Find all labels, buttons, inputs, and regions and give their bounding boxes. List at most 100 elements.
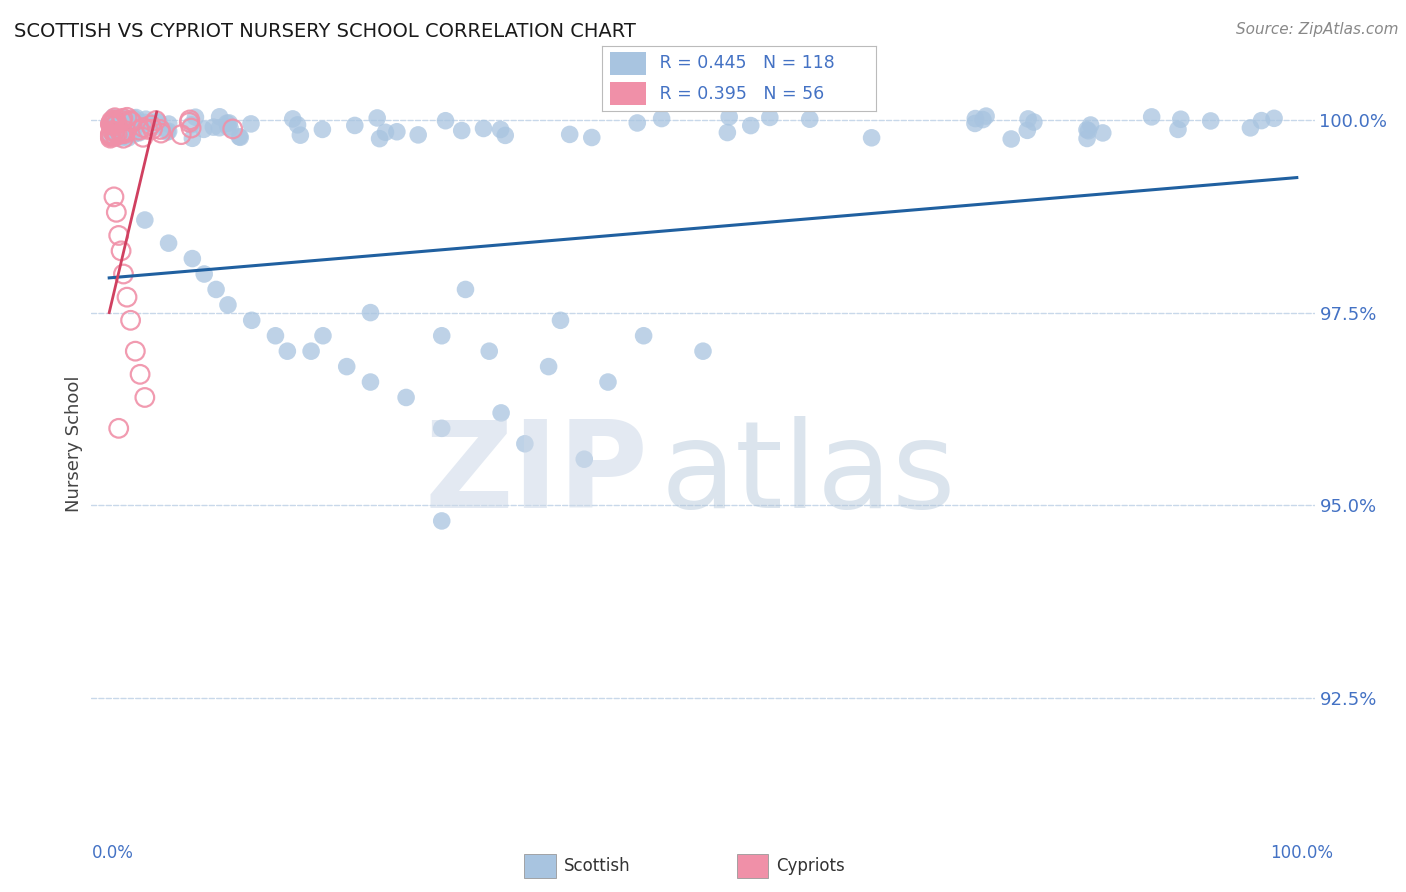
Point	[1250, 113, 1272, 128]
Point	[100, 114, 122, 128]
Point	[101, 123, 124, 137]
Text: SCOTTISH VS CYPRIOT NURSERY SCHOOL CORRELATION CHART: SCOTTISH VS CYPRIOT NURSERY SCHOOL CORRE…	[14, 22, 636, 41]
Point	[111, 125, 134, 139]
Bar	[610, 52, 645, 75]
Point	[110, 111, 132, 125]
Point	[100, 127, 122, 141]
Point	[179, 112, 201, 127]
Point	[472, 121, 495, 136]
Point	[100, 118, 122, 132]
Point	[101, 117, 124, 131]
Point	[217, 298, 239, 312]
Point	[112, 129, 135, 144]
Point	[120, 313, 142, 327]
Point	[290, 128, 312, 143]
Point	[101, 115, 124, 129]
Point	[385, 125, 408, 139]
Point	[287, 118, 309, 132]
Point	[170, 128, 193, 142]
Point	[184, 110, 207, 124]
Point	[101, 112, 124, 127]
Point	[145, 114, 167, 128]
Point	[312, 328, 335, 343]
Point	[100, 130, 122, 145]
Text: 100.0%: 100.0%	[1270, 844, 1333, 862]
Point	[218, 116, 240, 130]
Point	[136, 122, 159, 136]
Text: 0.0%: 0.0%	[91, 844, 134, 862]
Point	[281, 112, 304, 126]
Point	[145, 113, 167, 128]
Point	[1080, 118, 1102, 132]
Bar	[737, 855, 768, 878]
Point	[1017, 123, 1039, 137]
Point	[157, 236, 180, 251]
Point	[1199, 114, 1222, 128]
Point	[513, 437, 536, 451]
Point	[1167, 122, 1189, 136]
Point	[574, 452, 596, 467]
Point	[716, 126, 738, 140]
Point	[219, 121, 242, 136]
Point	[111, 112, 134, 126]
Point	[215, 116, 238, 130]
Point	[100, 118, 122, 132]
Point	[450, 123, 472, 137]
Point	[1000, 132, 1022, 146]
Point	[1091, 126, 1114, 140]
Point	[692, 344, 714, 359]
Point	[359, 305, 381, 319]
Text: Scottish: Scottish	[564, 857, 630, 875]
Point	[104, 129, 127, 144]
Point	[1263, 112, 1285, 126]
Point	[122, 112, 145, 126]
Point	[311, 122, 333, 136]
Point	[100, 129, 122, 144]
Point	[157, 117, 180, 131]
Point	[141, 122, 163, 136]
Point	[193, 267, 215, 281]
Point	[129, 368, 152, 382]
Point	[718, 110, 741, 124]
Point	[974, 109, 997, 123]
Point	[1017, 112, 1039, 126]
Point	[103, 113, 125, 128]
Point	[343, 119, 366, 133]
Point	[115, 111, 138, 125]
Point	[157, 124, 180, 138]
Point	[799, 112, 821, 127]
Point	[128, 123, 150, 137]
Point	[100, 116, 122, 130]
Point	[759, 111, 782, 125]
Bar	[524, 855, 555, 878]
Point	[100, 131, 122, 145]
Point	[264, 328, 287, 343]
Point	[368, 131, 391, 145]
Point	[103, 113, 125, 128]
Point	[374, 125, 396, 139]
Point	[181, 252, 204, 266]
Point	[120, 113, 142, 128]
Point	[240, 313, 263, 327]
Point	[626, 116, 648, 130]
Point	[550, 313, 572, 327]
Point	[117, 131, 139, 145]
Point	[103, 110, 125, 124]
Point	[489, 122, 512, 136]
Point	[1239, 120, 1261, 135]
Point	[489, 406, 512, 420]
Point	[121, 114, 143, 128]
Point	[128, 126, 150, 140]
Point	[132, 130, 155, 145]
Point	[1077, 124, 1099, 138]
Point	[149, 122, 172, 136]
Point	[180, 118, 202, 132]
Text: ZIP: ZIP	[425, 417, 648, 533]
Point	[208, 110, 231, 124]
Point	[963, 116, 986, 130]
Point	[100, 129, 122, 144]
Point	[179, 115, 201, 129]
Point	[299, 344, 322, 359]
Point	[359, 375, 381, 389]
Point	[150, 126, 173, 140]
